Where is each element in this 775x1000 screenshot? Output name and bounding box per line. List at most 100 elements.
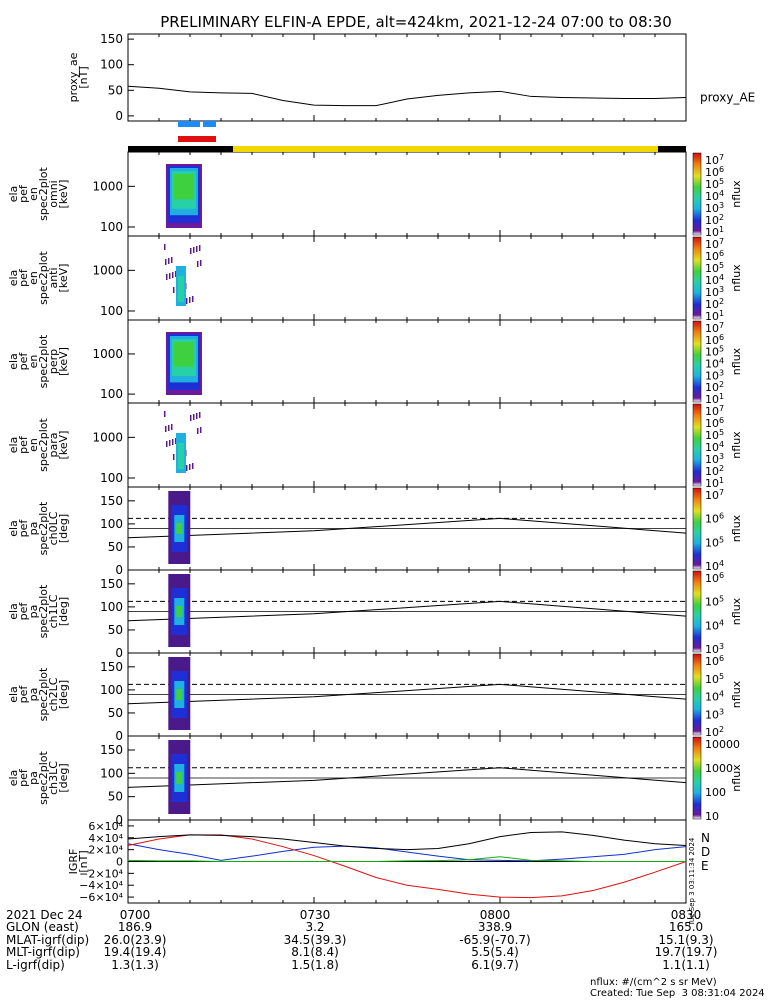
panel-ylabel-line: ela — [7, 520, 20, 537]
series-label-proxy-ae: proxy_AE — [700, 90, 755, 104]
footer-l-label: L-igrf(dip) — [6, 958, 65, 972]
panel-ylabel-line: spec2plot — [37, 667, 50, 721]
panel-ylabel-line: spec2plot — [37, 584, 50, 638]
panel-frame — [127, 151, 687, 237]
panel-ylabel-line: spec2plot — [37, 751, 50, 805]
y-tick-label: 150 — [100, 494, 123, 508]
status-bar-black-start — [128, 146, 233, 152]
colorbar-label: nflux — [730, 264, 743, 292]
spectrogram-speck — [188, 297, 191, 303]
spectrogram-speck — [167, 258, 170, 264]
igrf-legend-N: N — [701, 831, 710, 845]
footer-glon-3: 165.0 — [668, 920, 704, 934]
colorbar-tick-label: 107 — [705, 488, 724, 502]
spectrogram-speck — [168, 440, 171, 446]
footer-time-0800: 0800 — [479, 908, 511, 922]
y-tick-label: 1000 — [92, 347, 123, 361]
panel-ylabel-line: pa — [27, 522, 40, 536]
marker-red-bar — [178, 136, 216, 142]
footer-mlt-3: 19.7(19.7) — [654, 945, 718, 959]
panel-8: elapefpaspec2plotch3LC[deg]1000010001001… — [7, 735, 743, 827]
spectrogram-speck — [192, 247, 195, 253]
y-tick-label: 0 — [115, 646, 123, 660]
colorbar-tick-label: 106 — [705, 654, 724, 668]
y-tick-label: −4×10⁴ — [79, 879, 123, 892]
proxy-ae-line — [127, 85, 687, 107]
spectrogram-speck — [191, 463, 194, 469]
footer-mlat-1: 34.5(39.3) — [283, 933, 347, 947]
status-bar — [128, 146, 686, 152]
created-note: Created: Tue Sep 3 08:31:04 2024 — [590, 988, 765, 999]
spectrogram-blob — [177, 276, 184, 302]
panel-4: elapefenspec2plotpara[keV]10710610510410… — [7, 402, 743, 490]
spectrogram-speck — [185, 465, 188, 471]
panel-ylabel-line: en — [27, 187, 40, 201]
footer-mlt-2: 5.5(5.4) — [471, 945, 519, 959]
pa-spectrogram-blob — [176, 689, 183, 700]
spectrogram-blob — [173, 174, 194, 200]
y-tick-label: 50 — [108, 623, 123, 637]
panel-ylabel-line: IGRF — [67, 849, 80, 875]
panel-ylabel-line: spec2plot — [37, 418, 50, 472]
spectrogram-speck — [171, 439, 174, 445]
footer-mlt-label: MLT-igrf(dip) — [6, 945, 80, 959]
spectrogram-blob — [173, 342, 194, 367]
spectrogram-speck — [163, 411, 166, 417]
y-tick-label: 150 — [100, 32, 123, 46]
panel-ylabel-line: [deg] — [57, 597, 70, 626]
panel-0: proxy_ae[nT] 150 100 50 0 proxy_AE — [67, 32, 755, 123]
y-tick-label: 100 — [100, 387, 123, 401]
spectrogram-speck — [172, 287, 175, 293]
marker-bars — [178, 121, 216, 142]
panel-frame — [127, 235, 687, 321]
spectrogram-speck — [189, 415, 192, 421]
igrf-line-D — [127, 834, 687, 899]
colorbar-tick-label: 100 — [705, 786, 726, 799]
panel-ylabel-line: pa — [27, 771, 40, 785]
panel-ylabel-line: [deg] — [57, 680, 70, 709]
panel-ylabel-line: [keV] — [57, 347, 70, 376]
y-tick-label: 50 — [108, 540, 123, 554]
footer-time-0830: 0830 — [670, 908, 702, 922]
colorbar-label: nflux — [730, 431, 743, 459]
y-tick-label: 100 — [100, 58, 123, 72]
y-tick-label: −6×10⁴ — [79, 891, 123, 904]
panel-9: IGRF[nT] 6×10⁴4×10⁴2×10⁴0−2×10⁴−4×10⁴−6×1… — [67, 819, 710, 926]
footer-mlat-0: 26.0(23.9) — [103, 933, 167, 947]
colorbar-label: nflux — [730, 514, 743, 542]
panel-ylabel-line: para — [47, 433, 60, 458]
spectrogram-speck — [168, 273, 171, 279]
panel-ylabel-line: spec2plot — [37, 501, 50, 555]
igrf-line-E — [127, 856, 686, 862]
panel-ylabel-line: [keV] — [57, 180, 70, 209]
y-tick-label: 4×10⁴ — [88, 832, 123, 845]
marker-blue-bar-1 — [178, 121, 200, 127]
status-bar-black-end — [658, 146, 686, 152]
spectrogram-speck — [191, 296, 194, 302]
panel-frame — [127, 33, 687, 122]
igrf-side-note: Tue Sep 3 03:11:34 2024 — [688, 837, 696, 926]
panel-ylabel-line: en — [27, 271, 40, 285]
panel-ylabel-line: ela — [7, 186, 20, 203]
y-tick-label: 1000 — [92, 179, 123, 193]
marker-blue-bar-2 — [203, 121, 216, 127]
y-tick-label: 100 — [100, 766, 123, 780]
spectrogram-speck — [192, 414, 195, 420]
footer-l-2: 6.1(9.7) — [471, 958, 519, 972]
panel-5: elapefpaspec2plotch0LC[deg]107106105104n… — [7, 486, 743, 577]
y-tick-label: 150 — [100, 743, 123, 757]
spectrogram-speck — [164, 426, 167, 432]
panel-ylabel-line: ch0LC — [47, 511, 60, 545]
panel-ylabel-line: ela — [7, 686, 20, 703]
spectrogram-speck — [164, 259, 167, 265]
panel-ylabel-line: pa — [27, 605, 40, 619]
panel-1: elapefenspec2plotomni[keV]10710610510410… — [7, 151, 743, 239]
spectrogram-speck — [196, 428, 199, 434]
panel-ylabel-line: ela — [7, 603, 20, 620]
spectrogram-speck — [185, 298, 188, 304]
spectrogram-speck — [198, 245, 201, 251]
colorbar-tick-label: 105 — [705, 672, 724, 686]
panel-ylabel-line: anti — [47, 267, 60, 288]
panel-ylabel-line: ch3LC — [47, 761, 60, 795]
colorbar-label: nflux — [730, 680, 743, 708]
